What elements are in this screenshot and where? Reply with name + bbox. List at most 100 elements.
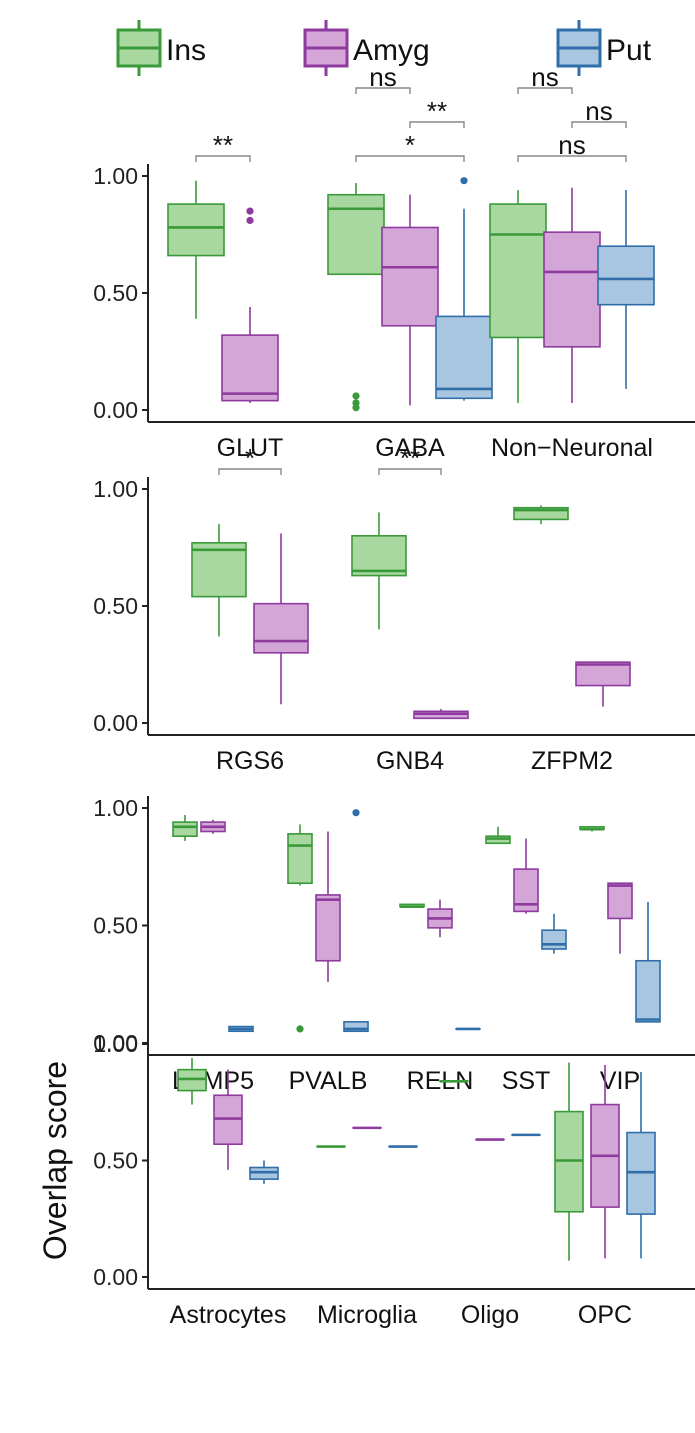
y-tick-label: 0.50: [93, 593, 138, 619]
legend-label: Amyg: [353, 34, 430, 67]
box-amyg: [575, 661, 631, 707]
bracket-line: [355, 155, 465, 162]
box-iqr: [287, 833, 313, 884]
significance-label: ns: [369, 62, 396, 92]
box-put: [249, 1160, 279, 1184]
box-amyg: [213, 1069, 243, 1170]
significance-label: ns: [558, 130, 585, 160]
box-amyg: [513, 838, 539, 914]
box-iqr: [381, 226, 439, 327]
y-tick-label: 0.00: [93, 397, 138, 423]
outlier-point: [296, 1025, 304, 1033]
box-ins: [167, 180, 225, 319]
legend-item-ins: Ins: [116, 20, 206, 76]
bracket-line: [218, 468, 282, 475]
significance-label: **: [213, 130, 233, 160]
box-amyg: [381, 194, 439, 406]
box-ins: [351, 512, 407, 630]
box-ins: [287, 824, 313, 1033]
box-iqr: [575, 661, 631, 687]
box-iqr: [489, 203, 547, 339]
x-tick-label: Non−Neuronal: [491, 434, 653, 462]
box-iqr: [172, 821, 198, 837]
y-tick-label: 0.50: [93, 913, 138, 939]
bracket-line: [571, 121, 627, 128]
significance-bracket: ns: [517, 62, 573, 94]
legend-item-put: Put: [556, 20, 652, 76]
box-put: [435, 177, 493, 401]
box-ins: [579, 825, 605, 832]
box-iqr: [315, 894, 341, 962]
box-put: [343, 809, 369, 1033]
box-put: [635, 902, 661, 1023]
y-axis-label: Overlap score: [37, 1061, 73, 1260]
y-tick-label: 0.00: [93, 1264, 138, 1290]
box-ins: [172, 815, 198, 841]
significance-bracket: *: [218, 443, 282, 475]
panel-4: 0.00 0.50 1.00 Astrocytes Microglia Oligo OPC O…: [37, 1031, 695, 1329]
box-ins: [177, 1057, 207, 1105]
significance-bracket: **: [195, 130, 251, 162]
outlier-point: [352, 392, 360, 400]
box-iqr: [351, 534, 407, 577]
bracket-line: [378, 468, 442, 475]
bracket-line: [409, 121, 465, 128]
x-tick-label: Astrocytes: [170, 1301, 287, 1329]
box-put: [626, 1071, 656, 1259]
legend-label: Put: [606, 34, 652, 67]
outlier-point: [460, 177, 468, 185]
box-iqr: [597, 245, 655, 306]
outlier-point: [246, 216, 254, 225]
box-ins: [554, 1062, 584, 1261]
x-tick-label: RGS6: [216, 747, 284, 775]
box-amyg: [221, 207, 279, 403]
box-iqr: [435, 315, 493, 400]
bracket-line: [195, 155, 251, 162]
x-tick-label: OPC: [578, 1301, 632, 1329]
y-tick-label: 0.50: [93, 1148, 138, 1174]
box-amyg: [413, 708, 469, 720]
x-tick-label: ZFPM2: [531, 747, 613, 775]
significance-label: **: [427, 96, 447, 126]
y-tick-label: 1.00: [93, 795, 138, 821]
significance-label: ns: [585, 96, 612, 126]
box-ins: [485, 826, 511, 845]
x-tick-label: VIP: [600, 1067, 640, 1095]
bracket-line: [355, 87, 411, 94]
bracket-line: [517, 155, 627, 162]
x-tick-label: Oligo: [461, 1301, 519, 1329]
box-iqr: [343, 1021, 369, 1033]
box-iqr: [191, 542, 247, 598]
y-tick-label: 1.00: [93, 163, 138, 189]
box-ins: [513, 505, 569, 525]
box-iqr: [513, 506, 569, 521]
significance-label: *: [405, 130, 415, 160]
box-iqr: [327, 193, 385, 276]
significance-bracket: **: [378, 443, 442, 475]
box-iqr: [635, 959, 661, 1023]
box-ins: [191, 524, 247, 637]
box-iqr: [221, 334, 279, 402]
significance-bracket: *: [355, 130, 465, 162]
x-tick-label: GLUT: [217, 434, 284, 462]
box-put: [228, 1025, 254, 1033]
x-tick-label: SST: [502, 1067, 551, 1095]
legend-label: Ins: [166, 34, 206, 67]
outlier-point: [352, 399, 360, 407]
box-iqr: [167, 203, 225, 257]
box-ins: [399, 903, 425, 909]
significance-bracket: ns: [355, 62, 411, 94]
box-iqr: [607, 882, 633, 920]
legend-item-amyg: Amyg: [303, 20, 430, 76]
significance-bracket: ns: [571, 96, 627, 128]
bracket-line: [517, 87, 573, 94]
box-put: [541, 913, 567, 954]
significance-bracket: ns: [517, 130, 627, 162]
x-tick-label: GNB4: [376, 747, 444, 775]
box-iqr: [253, 602, 309, 654]
